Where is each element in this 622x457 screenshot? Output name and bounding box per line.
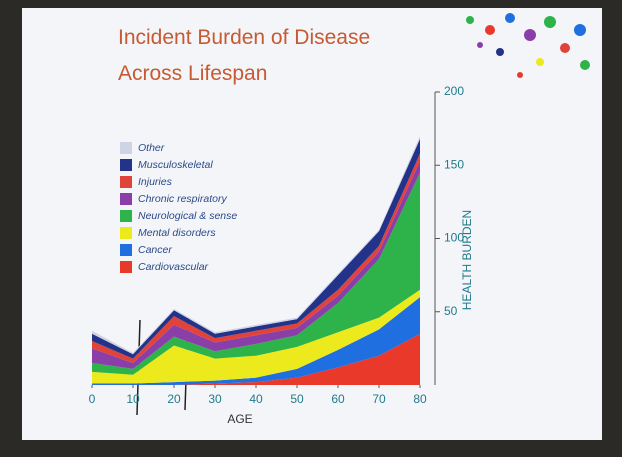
legend-label: Other <box>138 142 165 154</box>
x-tick-label: 80 <box>413 392 427 406</box>
x-axis-label: AGE <box>227 412 252 426</box>
x-tick-label: 70 <box>372 392 386 406</box>
legend-label: Chronic respiratory <box>138 193 227 205</box>
x-tick-label: 0 <box>89 392 96 406</box>
legend-swatch <box>120 244 132 256</box>
legend-label: Cardiovascular <box>138 261 209 273</box>
legend-swatch <box>120 176 132 188</box>
x-tick-label: 20 <box>167 392 181 406</box>
y-tick-label: 200 <box>444 84 464 98</box>
chart-title: Incident Burden of Disease Across Lifesp… <box>118 20 438 92</box>
x-tick-label: 50 <box>290 392 304 406</box>
screen: AGE HEALTH BURDEN 50 100 150 200 0 10 20 30 40 50… <box>0 0 622 457</box>
legend-swatch <box>120 142 132 154</box>
legend-swatch <box>120 227 132 239</box>
legend-label: Neurological & sense <box>138 210 237 222</box>
y-tick-label: 150 <box>444 157 464 171</box>
x-tick-label: 10 <box>126 392 140 406</box>
legend-label: Mental disorders <box>138 227 216 239</box>
y-axis-label: HEALTH BURDEN <box>460 210 474 310</box>
legend-swatch <box>120 193 132 205</box>
legend-swatch <box>120 261 132 273</box>
y-tick-label: 100 <box>444 231 464 245</box>
legend-label: Cancer <box>138 244 172 256</box>
legend-label: Injuries <box>138 176 173 188</box>
y-tick-label: 50 <box>444 304 458 318</box>
legend-swatch <box>120 159 132 171</box>
x-tick-label: 30 <box>208 392 222 406</box>
legend-swatch <box>120 210 132 222</box>
legend-label: Musculoskeletal <box>138 159 213 171</box>
x-tick-label: 60 <box>331 392 345 406</box>
x-tick-label: 40 <box>249 392 263 406</box>
